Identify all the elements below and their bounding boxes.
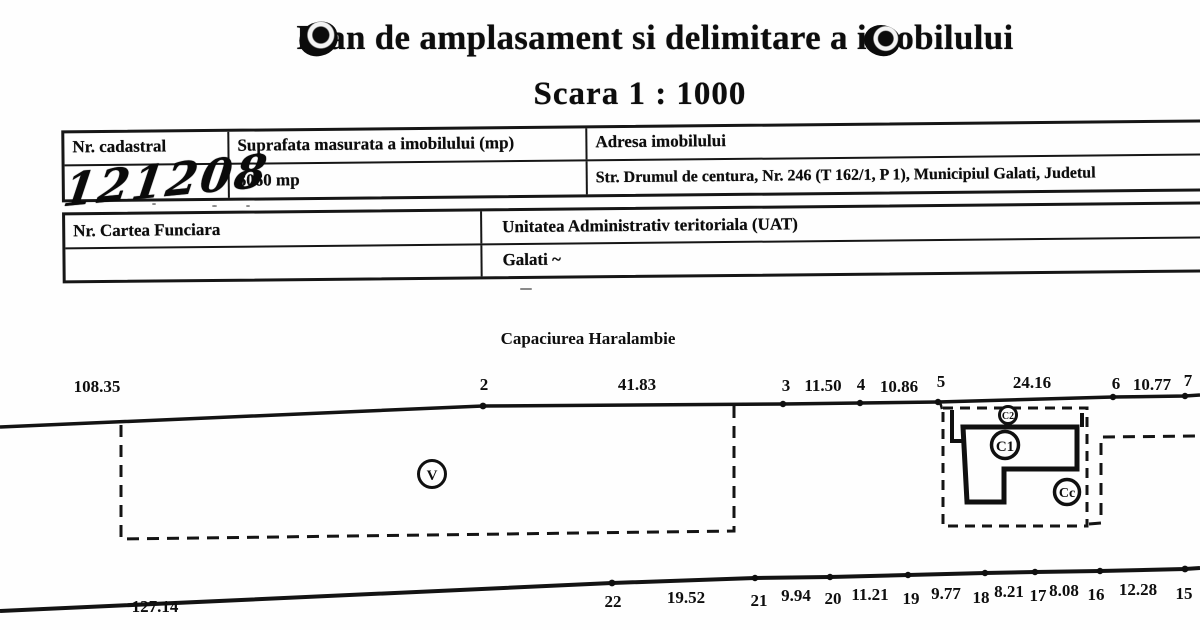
- zone-cc-circle: [1052, 477, 1082, 507]
- distance-label: 9.94: [781, 586, 811, 605]
- distance-label: 8.21: [994, 582, 1024, 601]
- scan-speck: [212, 205, 217, 207]
- distance-label: 10.77: [1133, 375, 1172, 394]
- point-label: 15: [1176, 584, 1193, 603]
- bottom-point-labels: 22 21 20 19 18 17 16 15: [605, 584, 1193, 611]
- scale-label: Scara 1 : 1000: [533, 76, 747, 112]
- distance-label: 19.52: [667, 588, 705, 607]
- distance-label: 108.35: [74, 377, 121, 396]
- point-label: 4: [857, 375, 866, 394]
- zone-v-label: V: [427, 468, 438, 484]
- point-label: 16: [1088, 585, 1105, 604]
- zone-cc-label: Cc: [1059, 486, 1075, 501]
- point-label: 17: [1030, 586, 1048, 605]
- distance-label: 10.86: [880, 377, 918, 396]
- bottom-boundary-line: [0, 566, 1200, 613]
- boundary-vertex-dots: [479, 392, 1189, 587]
- point-label: 2: [480, 375, 489, 394]
- point-label: 7: [1184, 371, 1193, 390]
- scan-speck: [246, 205, 250, 207]
- top-point-labels: 2 3 4 5 6 7: [480, 371, 1193, 395]
- distance-label: 12.28: [1119, 580, 1157, 599]
- parcel-v-dashed-outline: [119, 404, 736, 541]
- distance-label: 41.83: [618, 375, 656, 394]
- distance-label: 127.14: [132, 597, 179, 616]
- scan-speck: [152, 203, 156, 205]
- distance-label: 11.50: [804, 376, 841, 395]
- zone-c1-circle: [989, 429, 1021, 461]
- point-label: 22: [605, 592, 622, 611]
- distance-label: 24.16: [1013, 373, 1051, 392]
- building-outline: [960, 424, 1080, 505]
- point-label: 6: [1112, 374, 1121, 393]
- top-distance-labels: 108.35 41.83 11.50 10.86 24.16 10.77: [74, 373, 1172, 396]
- distance-label: 8.08: [1049, 581, 1079, 600]
- point-label: 18: [973, 588, 990, 607]
- point-label: 19: [903, 589, 920, 608]
- neighbor-name-label: Capaciurea Haralambie: [501, 329, 676, 348]
- top-boundary-line: [0, 393, 1200, 429]
- zone-c1-label: C1: [996, 439, 1014, 455]
- building-step-left: [950, 410, 964, 443]
- zone-c2-label: C2: [1002, 411, 1014, 422]
- distance-label: 11.21: [851, 585, 888, 604]
- zone-c2-circle: [998, 405, 1018, 425]
- right-parcel-dashed-outline: [1088, 434, 1200, 526]
- point-label: 21: [751, 591, 768, 610]
- point-label: 3: [782, 376, 791, 395]
- point-label: 20: [825, 589, 842, 608]
- distance-label: 9.77: [931, 584, 961, 603]
- zone-v-circle: [417, 459, 447, 489]
- scan-speck: [520, 288, 532, 290]
- point5-stem-line: [938, 401, 944, 410]
- point-label: 5: [937, 372, 946, 391]
- bottom-distance-labels: 127.14 19.52 9.94 11.21 9.77 8.21 8.08 1…: [132, 580, 1158, 616]
